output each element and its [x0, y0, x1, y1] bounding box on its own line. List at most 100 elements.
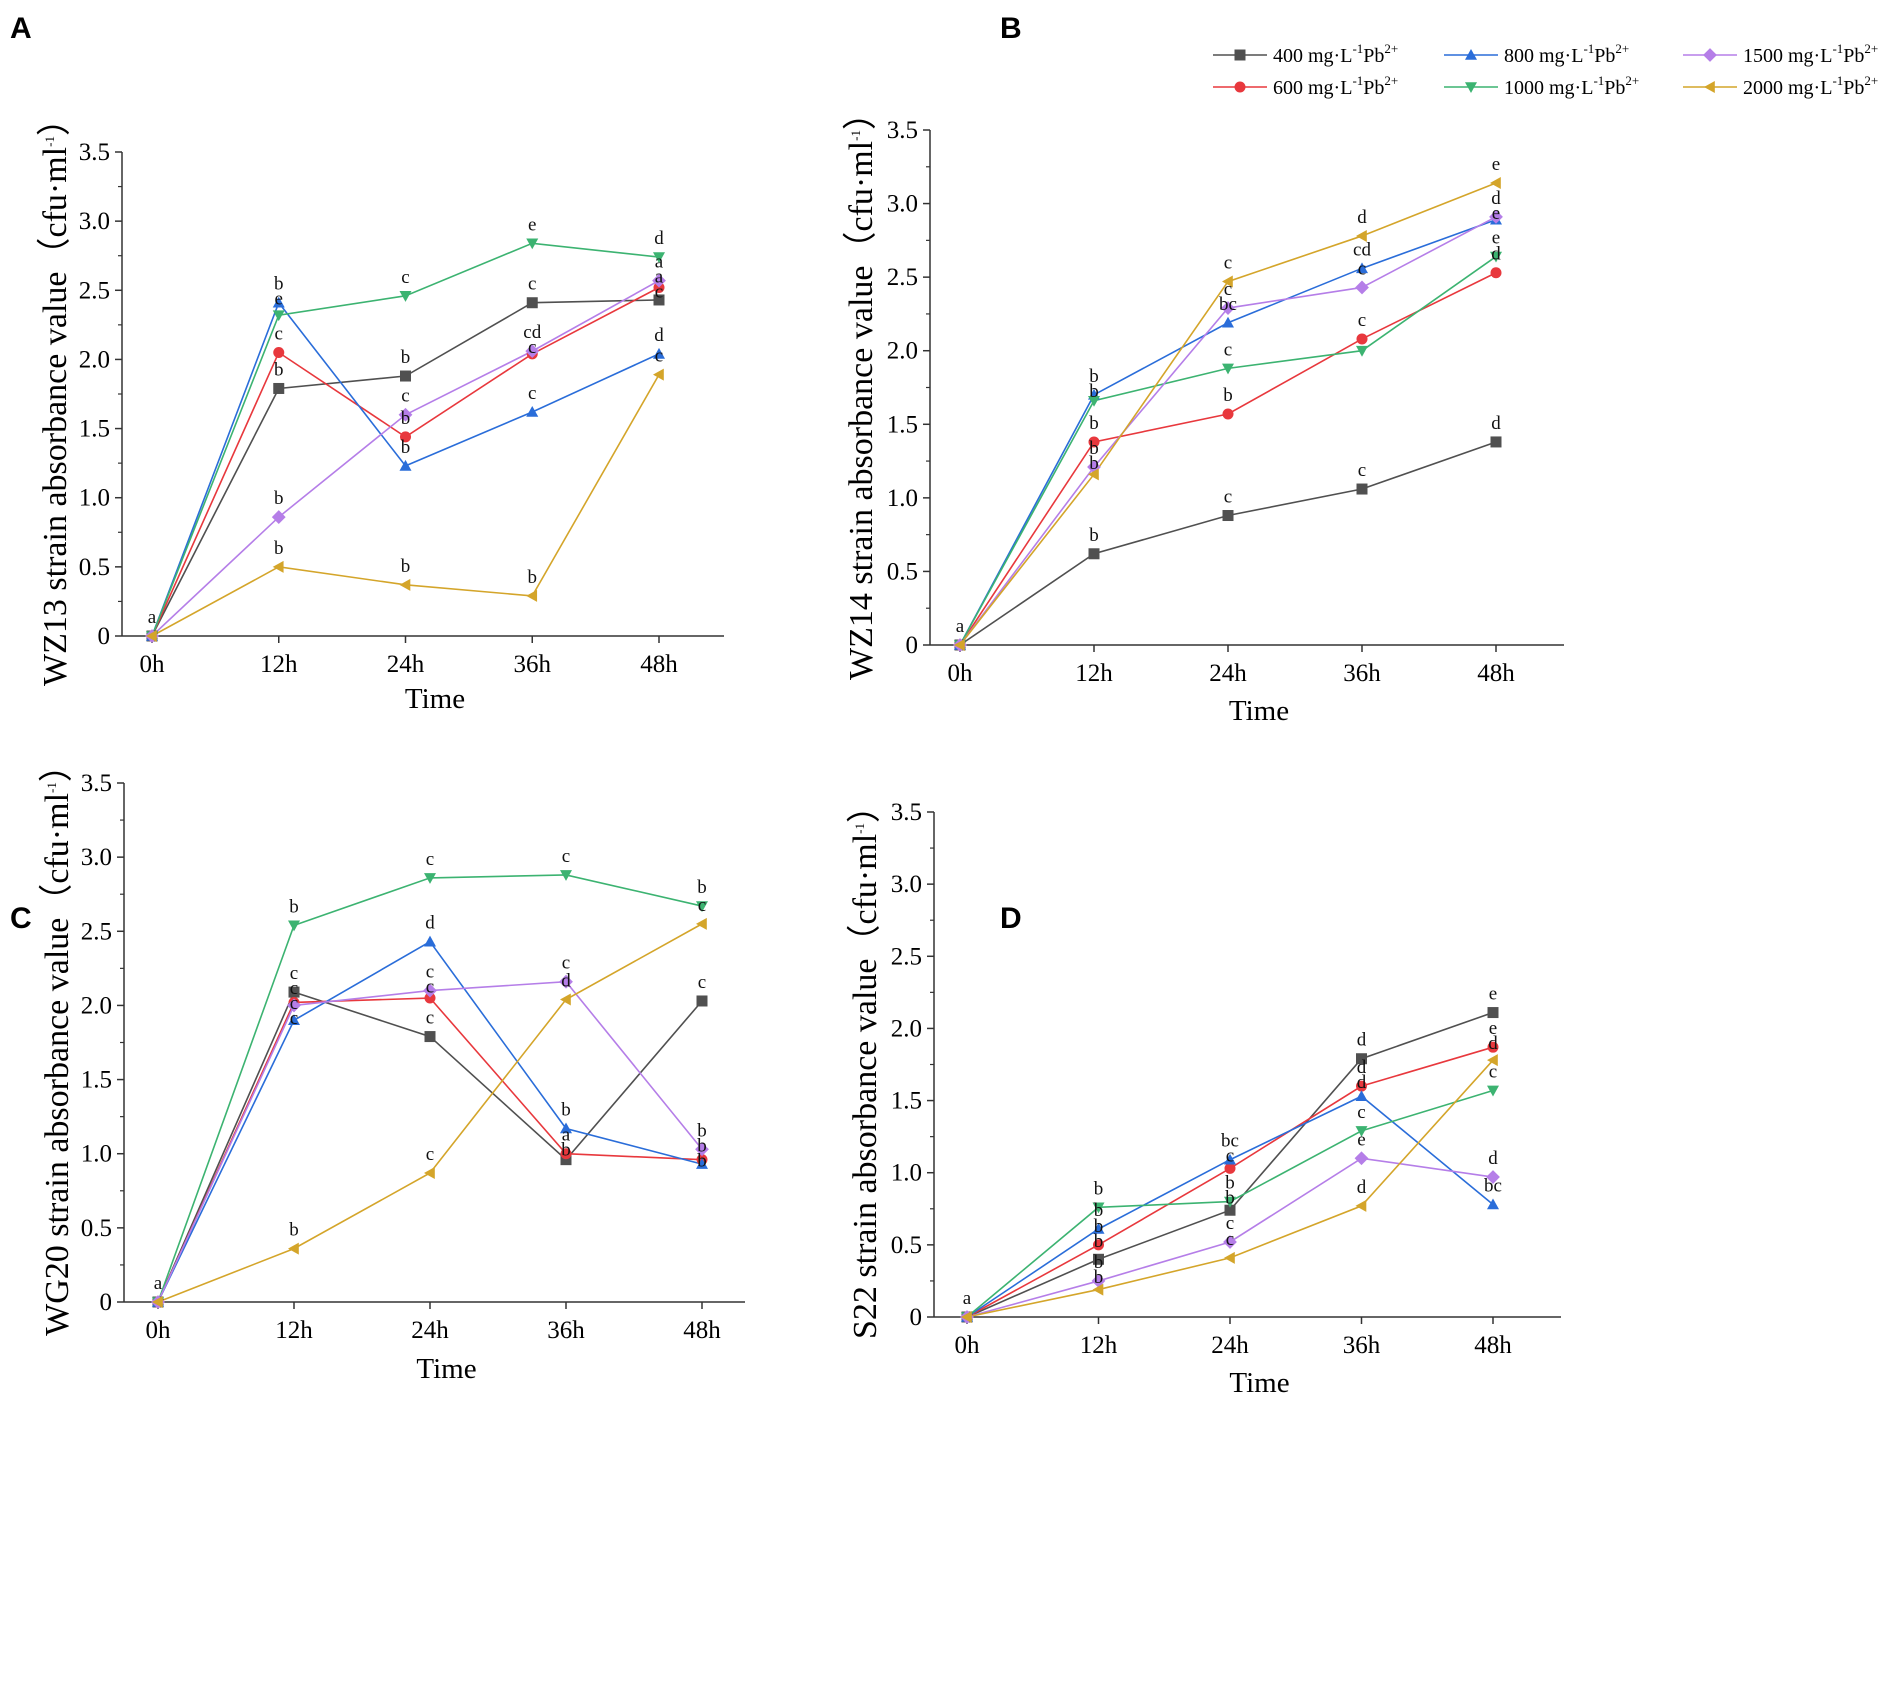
data-point — [1088, 548, 1100, 560]
legend-marker — [1234, 49, 1246, 61]
data-point — [1356, 1080, 1367, 1092]
panel-b: B 0 0.5 1.0 1.5 2.0 2.5 3.0 3.5 0h 12h 24h 36h 48h Tim… — [842, 12, 1564, 727]
significance-label: c — [1224, 339, 1232, 360]
data-point — [653, 282, 665, 294]
y-tick-label: 0 — [98, 623, 111, 650]
significance-label: a — [148, 607, 157, 628]
significance-label: b — [561, 1100, 571, 1121]
significance-label: c — [528, 274, 536, 295]
significance-label: c — [1226, 1229, 1234, 1250]
panel-letter: C — [10, 902, 32, 935]
legend-label: 400 mg·L-1Pb2+ — [1273, 41, 1398, 67]
significance-label: e — [1489, 1018, 1497, 1039]
significance-label: c — [655, 346, 663, 367]
y-tick-label: 0 — [906, 632, 919, 659]
legend-label: 600 mg·L-1Pb2+ — [1273, 73, 1398, 99]
data-point — [424, 992, 436, 1004]
significance-label: c — [275, 324, 283, 345]
data-point — [1355, 1199, 1367, 1212]
significance-label: b — [401, 437, 411, 458]
x-tick-label: 36h — [1343, 1332, 1381, 1359]
y-tick-label: 1.5 — [891, 1088, 922, 1115]
significance-label: cd — [523, 322, 541, 343]
x-tick-label: 12h — [260, 651, 298, 678]
significance-label: c — [426, 1008, 434, 1029]
legend-marker — [1704, 81, 1715, 93]
data-point — [1356, 345, 1368, 357]
significance-label: a — [562, 1125, 571, 1146]
data-point — [424, 873, 436, 884]
significance-label: c — [290, 1008, 298, 1029]
data-point — [424, 1031, 436, 1043]
data-point — [1487, 1085, 1499, 1097]
data-point — [653, 368, 664, 381]
data-point — [399, 459, 412, 471]
data-point — [1356, 229, 1367, 242]
x-axis-title: Time — [1229, 695, 1289, 727]
data-point — [526, 589, 538, 602]
legend-label: 2000 mg·L-1Pb2+ — [1743, 73, 1878, 99]
y-tick-label: 3.5 — [81, 770, 112, 797]
x-axis-title: Time — [1229, 1367, 1289, 1399]
x-tick-label: 24h — [411, 1317, 449, 1344]
significance-label: b — [1094, 1252, 1104, 1273]
significance-label: d — [1357, 1030, 1367, 1051]
significance-label: e — [275, 289, 283, 310]
significance-label: c — [1226, 1146, 1234, 1167]
data-point — [560, 1148, 572, 1160]
y-tick-label: 2.0 — [887, 338, 918, 365]
data-point — [272, 296, 285, 308]
data-point — [1490, 176, 1501, 189]
significance-label: bc — [1484, 1175, 1502, 1196]
data-point — [1222, 275, 1233, 288]
legend-item: 1500 mg·L-1Pb2+ — [1683, 41, 1878, 67]
data-point — [423, 983, 437, 998]
significance-label: c — [1358, 310, 1366, 331]
significance-label: c — [1224, 279, 1232, 300]
panel-a: A 0 0.5 1.0 1.5 2.0 2.5 3.0 3.5 0h 12h 24h 36h 48h Tim… — [10, 12, 724, 715]
x-tick-label: 24h — [1209, 660, 1247, 687]
y-tick-label: 2.0 — [79, 346, 110, 373]
y-tick-label: 3.0 — [891, 871, 922, 898]
significance-label: c — [1224, 487, 1232, 508]
significance-label: b — [1094, 1178, 1104, 1199]
data-point — [1092, 1283, 1104, 1296]
significance-label: cd — [1353, 239, 1371, 260]
y-tick-label: 0.5 — [79, 554, 110, 581]
data-point — [272, 560, 284, 573]
data-point — [1222, 316, 1234, 328]
panel-c: C 0 0.5 1.0 1.5 2.0 2.5 3.0 3.5 0h 12h 24h 36h 48h Tim… — [10, 748, 745, 1385]
significance-label: c — [290, 993, 298, 1014]
significance-label: d — [1357, 1072, 1367, 1093]
significance-label: b — [1089, 381, 1099, 402]
data-point — [1221, 301, 1235, 315]
data-point — [1092, 1222, 1105, 1234]
y-tick-label: 0.5 — [891, 1232, 922, 1259]
data-point — [1224, 1162, 1236, 1174]
significance-label: c — [698, 972, 706, 993]
y-tick-label: 1.0 — [81, 1141, 112, 1168]
y-tick-label: 1.5 — [81, 1067, 112, 1094]
y-tick-label: 2.0 — [81, 992, 112, 1019]
significance-label: c — [290, 978, 298, 999]
data-point — [288, 1014, 300, 1026]
data-point — [1355, 1090, 1368, 1102]
y-tick-label: 1.5 — [887, 411, 918, 438]
y-tick-label: 1.0 — [891, 1160, 922, 1187]
y-axis-title: S22 strain absorbance value（cfu·ml-1） — [846, 789, 884, 1339]
data-point — [1222, 363, 1234, 375]
data-point — [696, 917, 707, 930]
y-tick-label: 2.5 — [887, 264, 918, 291]
significance-label: b — [289, 896, 299, 917]
significance-label: e — [1489, 984, 1497, 1005]
x-tick-label: 24h — [1211, 1332, 1249, 1359]
data-point — [653, 252, 665, 264]
y-tick-label: 3.5 — [79, 139, 110, 166]
significance-label: c — [1224, 253, 1232, 274]
data-point — [560, 1154, 572, 1166]
y-tick-label: 1.0 — [79, 485, 110, 512]
x-tick-label: 36h — [514, 651, 552, 678]
significance-label: e — [1492, 203, 1500, 224]
panel-letter: B — [1000, 12, 1022, 45]
